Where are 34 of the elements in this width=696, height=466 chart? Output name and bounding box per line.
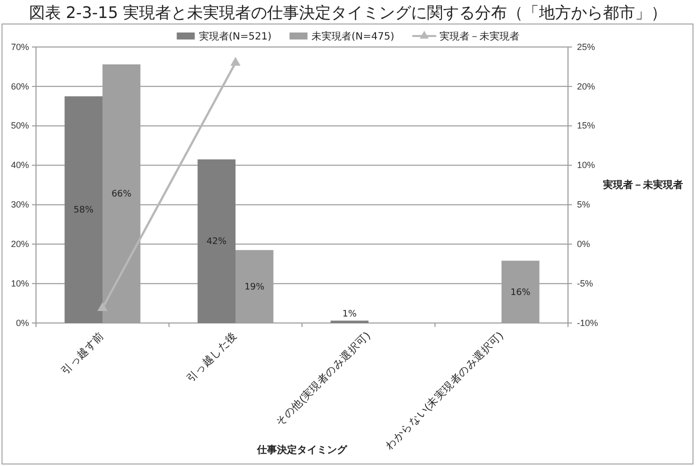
y-tick-label: 40% [10, 160, 29, 170]
data-label: 16% [510, 288, 531, 298]
y-tick-label: 50% [10, 120, 29, 131]
y2-tick-label: -10% [577, 318, 598, 328]
data-label: 42% [206, 237, 227, 248]
y2-tick-label: 5% [577, 200, 590, 210]
x-tick-label: 引っ越す前 [58, 328, 107, 378]
y2-tick-label: 0% [577, 239, 590, 250]
y2-tick-label: 20% [577, 81, 596, 92]
y-tick-label: 20% [10, 239, 29, 250]
y2-tick-label: -5% [577, 278, 594, 288]
y-tick-label: 10% [10, 278, 29, 288]
legend-label: 実現者－未実現者 [439, 30, 520, 42]
x-tick-label: わからない(未実現者のみ選択可) [382, 328, 506, 452]
y2-tick-label: 15% [577, 120, 596, 131]
y-tick-label: 70% [10, 42, 29, 52]
y-tick-label: 0% [16, 318, 29, 328]
data-label: 1% [342, 310, 358, 320]
data-label: 58% [74, 206, 94, 216]
x-axis-title: 仕事決定タイミング [256, 444, 348, 456]
data-label: 66% [111, 190, 132, 200]
y2-axis-title: 実現者－未実現者 [602, 179, 683, 191]
x-tick-label: その他(実現者のみ選択可) [272, 328, 373, 429]
bar [64, 96, 102, 323]
y2-tick-label: 10% [577, 160, 596, 170]
y-tick-label: 60% [10, 81, 29, 92]
chart-title: 図表 2-3-15 実現者と未実現者の仕事決定タイミングに関する分布（「地方から都市」） [28, 3, 668, 22]
data-label: 19% [244, 282, 265, 293]
x-tick-label: 引っ越した後 [184, 328, 240, 385]
y-tick-label: 30% [10, 200, 29, 210]
y2-tick-label: 25% [577, 42, 596, 52]
bar [198, 159, 236, 323]
legend-label: 未実現者(N=475) [312, 30, 394, 42]
legend-label: 実現者(N=521) [198, 30, 272, 42]
